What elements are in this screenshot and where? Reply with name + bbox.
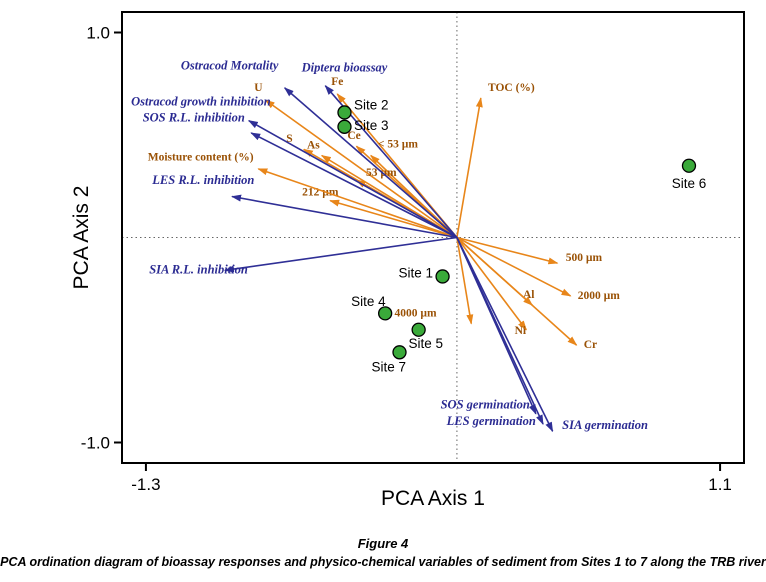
figure-number: Figure 4	[357, 536, 409, 551]
physico-vector-arrow	[456, 236, 559, 265]
physico-vector-label: < 53 µm	[378, 138, 418, 150]
bioassay-vector-arrow	[231, 194, 458, 239]
physico-vector-arrow	[456, 236, 572, 297]
physico-vector-label: Moisture content (%)	[148, 152, 254, 164]
bioassay-vector-arrow	[250, 132, 458, 239]
bioassay-vector-arrow	[456, 237, 544, 425]
bioassay-vector-arrow	[456, 237, 554, 433]
physico-vector-label: As	[307, 139, 320, 151]
bioassay-vector-arrow	[283, 87, 458, 239]
physico-vector-arrow	[264, 99, 458, 239]
site-marker	[681, 158, 697, 173]
site-marker	[337, 105, 352, 120]
bioassay-vector-label: SIA germination	[562, 418, 648, 432]
site-label: Site 6	[672, 176, 707, 191]
bioassay-vector-label: LES germination	[446, 414, 536, 428]
site-label: Site 3	[354, 118, 389, 133]
physico-vector-label: 4000 µm	[394, 307, 437, 319]
site-label: Site 7	[371, 360, 406, 375]
bioassay-vector-arrow	[247, 119, 458, 239]
physico-vector-label: 2000 µm	[578, 290, 621, 302]
plot-frame	[121, 11, 745, 464]
y-tick-label: 1.0	[86, 24, 110, 43]
site-marker	[378, 306, 393, 321]
physico-vector-arrow	[456, 97, 483, 238]
site-marker	[337, 119, 352, 134]
physico-vector-label: Fe	[331, 76, 343, 88]
physico-vector-label: Al	[523, 289, 535, 301]
site-marker	[392, 345, 407, 360]
bioassay-vector-label: Diptera bioassay	[301, 60, 388, 74]
physico-vector-arrow	[257, 168, 458, 239]
bioassay-vector-label: SOS R.L. inhibition	[143, 111, 245, 125]
physico-vector-label: 500 µm	[566, 252, 603, 264]
physico-vector-label: Cr	[584, 339, 597, 351]
physico-vector-label: 212 µm	[302, 186, 339, 198]
site-marker	[435, 269, 450, 284]
bioassay-vector-label: Ostracod Mortality	[181, 58, 279, 72]
bioassay-vector-label: SIA R.L. inhibition	[149, 262, 248, 276]
site-label: Site 5	[409, 336, 444, 351]
x-tick-label: -1.3	[131, 475, 160, 494]
physico-vector-arrow	[456, 237, 527, 331]
bioassay-vector-arrow	[223, 236, 458, 273]
site-label: Site 1	[398, 265, 433, 280]
physico-vector-label: TOC (%)	[488, 82, 535, 94]
site-label: Site 4	[351, 294, 386, 309]
bioassay-vector-label: SOS germination	[441, 398, 530, 412]
physico-vector-label: S	[286, 133, 292, 145]
physico-vector-arrow	[329, 199, 458, 239]
bioassay-vector-label: LES R.L. inhibition	[151, 173, 254, 187]
physico-vector-arrow	[370, 154, 458, 239]
bioassay-vector-label: Ostracod growth inhibition	[131, 94, 271, 108]
physico-vector-label: Ce	[347, 130, 360, 142]
physico-vector-label: Ni	[515, 325, 527, 337]
x-tick-label: 1.1	[708, 475, 732, 494]
figure-caption: PCA ordination diagram of bioassay respo…	[0, 555, 766, 569]
physico-vector-arrow	[456, 236, 578, 346]
physico-vector-label: U	[254, 82, 263, 94]
y-tick-label: -1.0	[81, 434, 110, 453]
site-marker	[411, 322, 426, 337]
site-label: Site 2	[354, 97, 389, 112]
y-axis-title: PCA Axis 2	[70, 186, 93, 290]
physico-vector-arrow	[456, 237, 474, 325]
x-axis-title: PCA Axis 1	[381, 487, 485, 510]
